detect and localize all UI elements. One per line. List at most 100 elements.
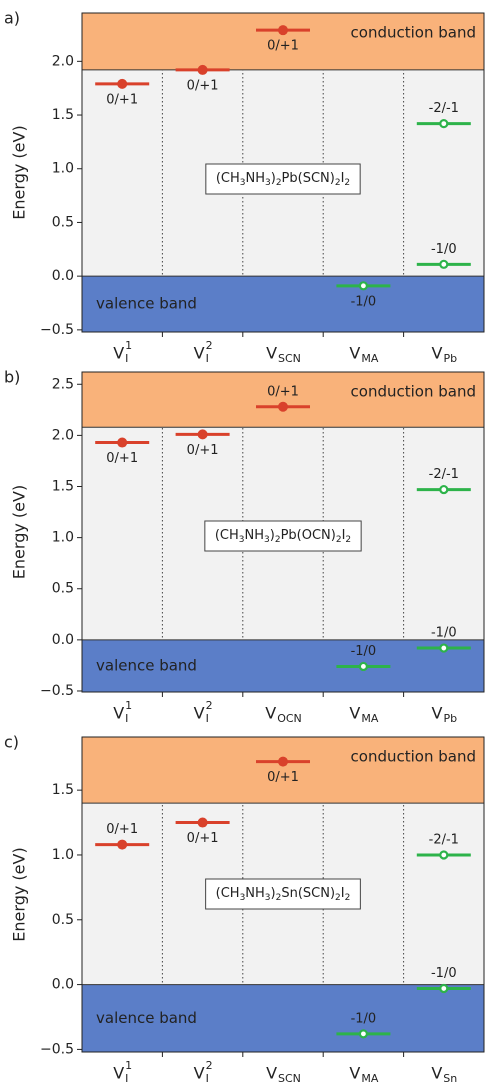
y-tick-label: −0.5: [40, 1041, 74, 1057]
formula-part: ): [271, 886, 276, 901]
y-tick-label: −0.5: [40, 322, 74, 338]
x-tick-label: Pb: [443, 712, 457, 725]
x-tick-label: I: [125, 712, 128, 725]
band-label: valence band: [96, 1009, 197, 1027]
x-tick-label: I: [206, 1072, 209, 1082]
y-tick-label: 0.5: [52, 581, 74, 597]
x-tick-label: V: [349, 1064, 360, 1082]
x-tick-label: Sn: [443, 1072, 457, 1082]
x-tick-label: I: [206, 712, 209, 725]
formula-part: 3: [265, 178, 271, 188]
formula-part: 3: [265, 893, 271, 903]
formula-part: NH: [245, 528, 265, 543]
formula-part: 3: [240, 178, 246, 188]
formula-part: ): [271, 171, 276, 186]
y-tick-label: 1.0: [52, 847, 74, 863]
y-tick-label: 2.0: [52, 427, 74, 443]
formula: (CH3NH3)2Pb(SCN)2I2: [216, 171, 350, 188]
x-tick-label: 2: [206, 1059, 213, 1072]
y-tick-label: −0.5: [40, 683, 74, 699]
formula-part: Pb(OCN): [281, 528, 336, 543]
plot-frame: [81, 12, 485, 333]
level-label: -2/-1: [429, 101, 459, 116]
x-tick-label: V: [431, 1064, 442, 1082]
y-tick-label: 2.0: [52, 53, 74, 69]
level-marker: [358, 661, 368, 672]
level-marker: [197, 817, 208, 828]
y-tick-label: 1.5: [52, 782, 74, 798]
conduction-band: [82, 372, 484, 428]
formula-part: I: [341, 171, 345, 186]
band-label: conduction band: [351, 24, 476, 42]
formula-part: (CH: [216, 171, 240, 186]
x-tick-label: V: [194, 704, 205, 723]
band-label: conduction band: [351, 748, 476, 766]
level-label: -1/0: [351, 644, 377, 659]
level-marker: [439, 259, 449, 269]
level-marker: [117, 78, 128, 89]
level-label: -1/0: [431, 966, 457, 981]
formula: (CH3NH3)2Pb(OCN)2I2: [215, 528, 351, 545]
formula-part: 2: [276, 893, 282, 903]
y-tick-label: 2.5: [52, 376, 74, 392]
formula-part: I: [342, 528, 346, 543]
level-marker: [439, 484, 449, 495]
y-tick-label: 0.0: [52, 632, 74, 648]
band-label: valence band: [96, 656, 197, 674]
formula-part: 2: [344, 178, 350, 188]
formula-box: [205, 163, 361, 195]
level-marker: [197, 64, 208, 75]
y-tick-label: 0.0: [52, 977, 74, 993]
formula-part: 2: [345, 893, 351, 903]
x-tick-label: SCN: [278, 1072, 301, 1082]
level-marker: [197, 429, 208, 440]
x-tick-label: MA: [361, 712, 378, 725]
formula-part: (CH: [216, 886, 240, 901]
x-tick-label: 2: [206, 699, 213, 712]
x-tick-label: MA: [361, 1072, 378, 1082]
level-marker: [117, 437, 128, 448]
y-axis-label: Energy (eV): [10, 125, 29, 219]
level-label: -1/0: [351, 1011, 377, 1026]
formula-part: Sn(SCN): [281, 886, 335, 901]
formula-part: 3: [239, 535, 245, 545]
conduction-band: [82, 13, 484, 70]
y-tick-label: 0.0: [52, 268, 74, 284]
formula-part: NH: [246, 171, 266, 186]
x-tick-label: I: [125, 1072, 128, 1082]
level-marker: [278, 756, 288, 767]
x-tick-label: V: [349, 344, 360, 363]
formula-part: NH: [245, 886, 265, 901]
y-axis-label: Energy (eV): [10, 485, 29, 579]
x-tick-label: SCN: [278, 352, 301, 365]
formula-part: I: [341, 886, 345, 901]
level-marker: [439, 119, 449, 129]
y-tick-label: 1.0: [52, 161, 74, 177]
level-label: -2/-1: [429, 832, 459, 847]
level-label: 0/+1: [187, 831, 219, 846]
level-marker: [358, 281, 368, 291]
formula: (CH3NH3)2Sn(SCN)2I2: [216, 886, 351, 903]
conduction-band: [82, 737, 484, 804]
formula-part: Pb(SCN): [282, 171, 335, 186]
formula-part: 2: [345, 535, 351, 545]
x-tick-label: V: [194, 1064, 205, 1082]
level-marker: [358, 1029, 368, 1039]
level-marker: [278, 25, 288, 36]
plot-frame: [81, 371, 485, 693]
x-tick-label: V: [349, 704, 360, 723]
panel-label: b): [4, 368, 20, 387]
x-tick-label: I: [206, 352, 209, 365]
x-tick-label: V: [113, 344, 124, 363]
x-tick-label: V: [432, 704, 443, 723]
x-tick-label: V: [266, 1064, 277, 1082]
level-label: 0/+1: [187, 78, 219, 93]
band-label: conduction band: [351, 383, 476, 401]
level-label: -1/0: [431, 626, 457, 641]
formula-part: ): [270, 528, 275, 543]
formula-part: 2: [275, 535, 281, 545]
y-tick-label: 1.5: [52, 107, 74, 123]
x-tick-label: Pb: [443, 352, 457, 365]
x-tick-label: 2: [206, 339, 213, 352]
